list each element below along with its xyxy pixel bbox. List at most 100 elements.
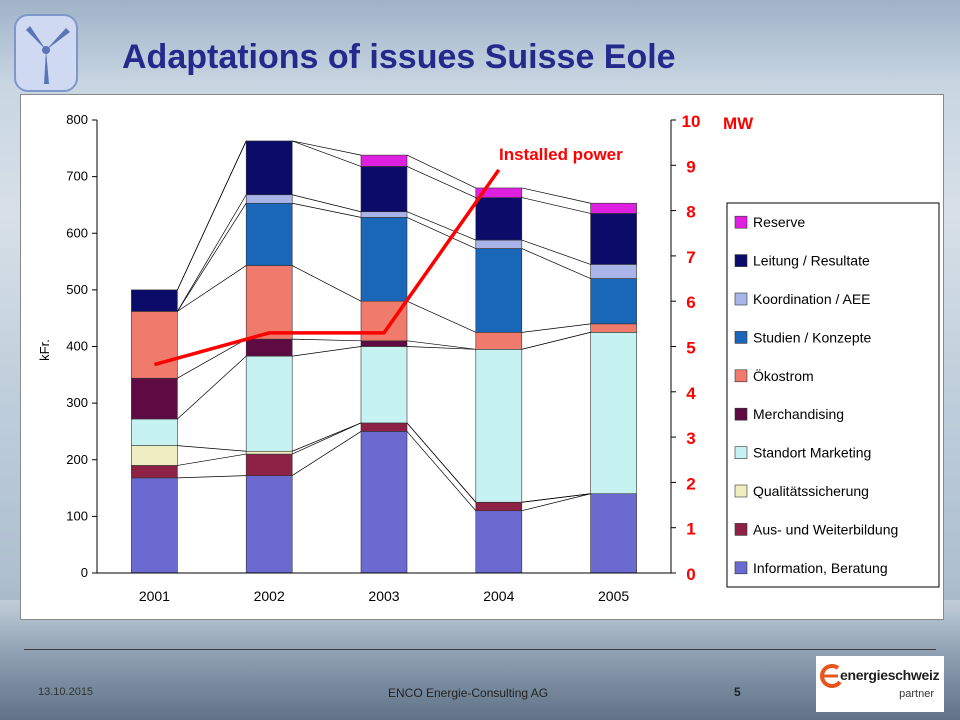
chart-panel: 0 100 200 300 400 500 600 700 800 kFr. 0 1 2 3 4 5 6 7 8 9 1… bbox=[20, 94, 944, 620]
y-tick-label: 600 bbox=[66, 225, 88, 240]
legend-swatch bbox=[734, 484, 748, 498]
series-connector bbox=[177, 194, 247, 312]
bar-segment bbox=[590, 278, 637, 325]
series-connector bbox=[406, 340, 476, 350]
x-tick-label: 2005 bbox=[598, 588, 629, 604]
series-connector bbox=[292, 140, 362, 167]
y2-tick-label: 6 bbox=[686, 293, 695, 312]
bar-segment bbox=[245, 355, 293, 452]
page-number: 5 bbox=[734, 685, 741, 699]
bar-segment bbox=[360, 217, 408, 302]
series-connector bbox=[521, 187, 591, 204]
series-connector bbox=[177, 355, 247, 420]
series-connector bbox=[521, 239, 591, 265]
y2-tick-label: 4 bbox=[686, 384, 696, 403]
bar-segment bbox=[360, 154, 408, 167]
series-connector bbox=[521, 332, 591, 350]
legend-label: Koordination / AEE bbox=[753, 291, 871, 307]
series-connector bbox=[406, 217, 476, 249]
y-tick-label: 300 bbox=[66, 395, 88, 410]
legend-swatch bbox=[734, 292, 748, 306]
series-connector bbox=[292, 265, 362, 302]
legend-swatch bbox=[734, 254, 748, 267]
x-tick-label: 2003 bbox=[368, 588, 399, 604]
bar-segment bbox=[590, 213, 637, 265]
legend-swatch bbox=[734, 446, 748, 459]
bar-segment bbox=[360, 340, 408, 347]
y-tick-label: 800 bbox=[66, 112, 88, 127]
series-connector bbox=[292, 338, 362, 342]
legend-label: Reserve bbox=[753, 214, 805, 230]
bar-segment bbox=[360, 166, 408, 213]
series-connector bbox=[177, 445, 247, 452]
footer-divider bbox=[24, 649, 936, 650]
legend-swatch bbox=[734, 369, 748, 383]
bar-segment bbox=[245, 453, 293, 476]
footer-date: 13.10.2015 bbox=[38, 686, 94, 698]
bar-segment bbox=[475, 239, 523, 249]
legend-swatch bbox=[734, 523, 748, 536]
series-connector bbox=[521, 248, 591, 279]
legend-label: Aus- und Weiterbildung bbox=[753, 521, 898, 537]
series-connector bbox=[292, 194, 362, 213]
series-connector bbox=[521, 493, 591, 503]
y2-tick-label: 2 bbox=[686, 474, 695, 493]
footer-company: ENCO Energie-Consulting AG bbox=[388, 686, 549, 700]
series-connector bbox=[292, 202, 362, 218]
legend-label: Leitung / Resultate bbox=[753, 253, 870, 269]
series-connector bbox=[177, 265, 247, 312]
energieschweiz-partner-logo: energieschweiz partner bbox=[816, 656, 944, 712]
bar-segment bbox=[360, 422, 408, 432]
bar-segment bbox=[475, 187, 523, 198]
y2-tick-label: 5 bbox=[686, 339, 695, 358]
bar-segment bbox=[245, 194, 293, 204]
bar-segment bbox=[131, 311, 178, 379]
legend-label: Merchandising bbox=[753, 406, 844, 422]
installed-power-line bbox=[153, 168, 501, 367]
y-axis-label: kFr. bbox=[37, 339, 52, 361]
y2-tick-label: 7 bbox=[686, 248, 695, 267]
series-connector bbox=[292, 431, 362, 476]
y2-tick-label: 1 bbox=[686, 520, 695, 539]
series-connector bbox=[406, 346, 476, 350]
partner-logo-word: energieschweiz bbox=[840, 667, 940, 683]
background-mountains bbox=[0, 600, 960, 720]
stacked-bar-chart: 0 100 200 300 400 500 600 700 800 kFr. 0 1 2 3 4 5 6 7 8 9 1… bbox=[37, 112, 940, 604]
series-connector bbox=[177, 140, 247, 291]
series-connector bbox=[521, 493, 591, 512]
series-connector bbox=[292, 422, 362, 455]
bar-segment bbox=[131, 289, 178, 312]
bar-segment bbox=[475, 197, 523, 241]
y2-tick-label: 3 bbox=[686, 429, 695, 448]
legend-swatch bbox=[734, 331, 748, 344]
x-tick-label: 2001 bbox=[139, 588, 170, 604]
series-connector bbox=[292, 422, 362, 452]
series-connector bbox=[406, 300, 476, 333]
legend-swatch bbox=[734, 407, 748, 421]
y2-tick-label: 0 bbox=[686, 565, 695, 584]
y2-tick-label: 9 bbox=[686, 157, 695, 176]
bar-segment bbox=[245, 475, 293, 574]
bar-segment bbox=[475, 501, 523, 512]
energieschweiz-e-icon bbox=[820, 664, 842, 688]
series-connector bbox=[521, 323, 591, 333]
series-connector bbox=[177, 338, 247, 379]
bar-segment bbox=[245, 202, 293, 266]
y-tick-label: 100 bbox=[66, 508, 88, 523]
bar-segment bbox=[245, 265, 293, 340]
series-connector bbox=[292, 346, 362, 357]
series-connector bbox=[406, 431, 477, 511]
bar-segment bbox=[475, 510, 523, 574]
y-tick-label: 700 bbox=[66, 169, 88, 184]
series-connector bbox=[406, 154, 476, 189]
series-connector bbox=[177, 203, 247, 312]
series-connector bbox=[177, 453, 247, 466]
y-tick-label: 0 bbox=[81, 565, 88, 580]
bar-segment bbox=[245, 338, 293, 357]
bar-segment bbox=[590, 493, 637, 574]
y2-tick-label: 8 bbox=[686, 203, 695, 222]
legend-label: Ökostrom bbox=[753, 367, 814, 384]
series-connector bbox=[406, 166, 476, 198]
page-title: Adaptations of issues Suisse Eole bbox=[122, 38, 676, 76]
x-tick-label: 2002 bbox=[254, 588, 285, 604]
